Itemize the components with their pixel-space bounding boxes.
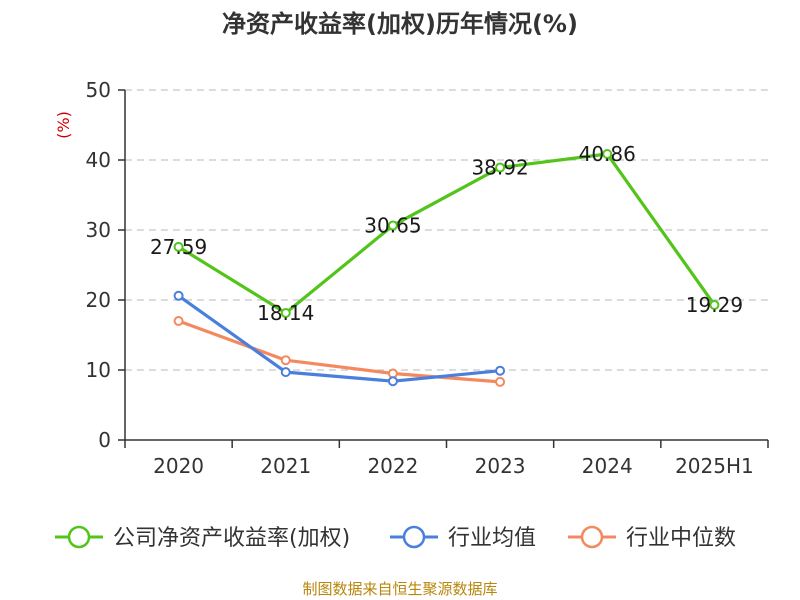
data-point-s1-2023: [495, 365, 506, 376]
y-axis-unit: (%): [54, 111, 73, 139]
series-line-2: [178, 319, 501, 384]
data-point-s0-2021: [280, 308, 291, 319]
series: [173, 148, 720, 387]
y-tick-label-20: 20: [86, 288, 111, 312]
legend-label-2: 行业中位数: [626, 526, 736, 551]
data-point-s0-2022: [387, 220, 398, 231]
legend-label-0: 公司净资产收益率(加权): [113, 526, 350, 551]
data-label-2021: 18.14: [257, 301, 314, 325]
legend-item-0[interactable]: 公司净资产收益率(加权): [55, 525, 350, 551]
legend-marker-1: [402, 525, 426, 549]
data-point-s0-2020: [173, 241, 184, 252]
data-point-s0-2023: [495, 162, 506, 173]
series-line-0: [177, 152, 716, 315]
data-label-2020: 27.59: [150, 235, 207, 259]
data-point-s0-2024: [602, 148, 613, 159]
legend[interactable]: 公司净资产收益率(加权) 行业均值 行业中位数: [55, 525, 736, 551]
legend-item-2[interactable]: 行业中位数: [568, 525, 736, 551]
legend-marker-0: [67, 525, 91, 549]
y-tick-label-10: 10: [86, 358, 111, 382]
axes: 0 10 20 30 40 50 2020 2021 2022 2023 2024 2025H1: [86, 78, 769, 478]
legend-item-1[interactable]: 行业均值: [390, 525, 536, 551]
data-point-s1-2020: [173, 290, 184, 301]
x-tick-label-2021: 2021: [260, 454, 311, 478]
y-tick-label-50: 50: [86, 78, 111, 102]
data-labels: 27.59 18.14 30.65 38.92 40.86 19.29: [150, 142, 743, 325]
legend-marker-2: [580, 525, 604, 549]
legend-label-1: 行业均值: [448, 526, 536, 551]
data-point-s0-2025H1: [709, 299, 720, 310]
data-point-s1-2021: [280, 367, 291, 378]
data-source-note: 制图数据来自恒生聚源数据库: [302, 580, 497, 598]
x-tick-label-2022: 2022: [367, 454, 418, 478]
data-label-2025H1: 19.29: [686, 293, 743, 317]
series-line-1: [177, 294, 501, 383]
data-point-s2-2020: [173, 316, 184, 326]
y-tick-label-0: 0: [98, 428, 111, 452]
y-tick-label-40: 40: [86, 148, 111, 172]
x-tick-label-2025H1: 2025H1: [675, 454, 754, 478]
y-tick-label-30: 30: [86, 218, 111, 242]
data-point-s1-2022: [387, 376, 398, 387]
data-label-2022: 30.65: [364, 213, 421, 237]
x-tick-label-2023: 2023: [475, 454, 526, 478]
data-point-s2-2023: [495, 376, 506, 387]
x-tick-label-2024: 2024: [582, 454, 633, 478]
data-label-2023: 38.92: [471, 156, 528, 180]
data-label-2024: 40.86: [579, 142, 636, 166]
x-tick-label-2020: 2020: [153, 454, 204, 478]
data-point-s2-2021: [280, 355, 291, 366]
chart-title: 净资产收益率(加权)历年情况(%): [222, 10, 578, 38]
